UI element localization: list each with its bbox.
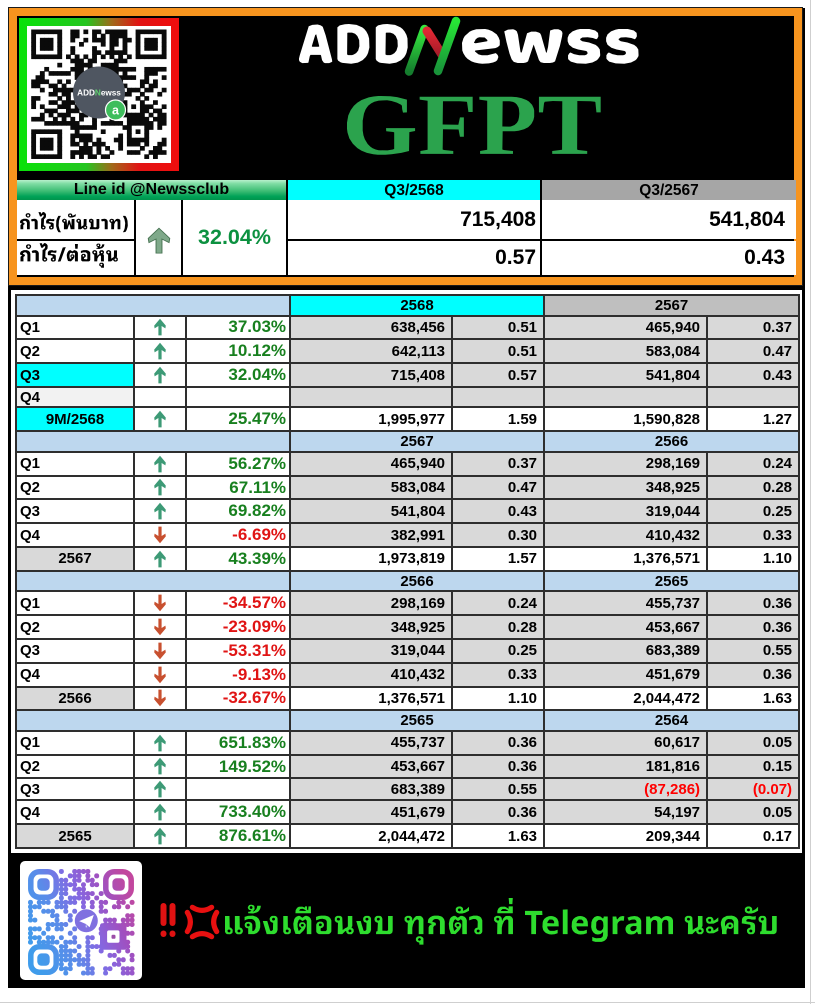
svg-text:ADDNewss: ADDNewss [77,89,121,98]
svg-text:a: a [112,104,120,118]
